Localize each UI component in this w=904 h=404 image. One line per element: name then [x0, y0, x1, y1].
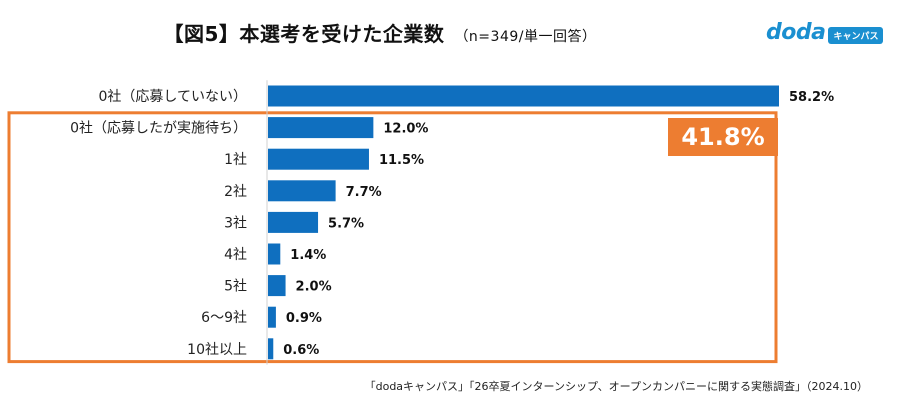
category-label-3: 2社 [224, 184, 247, 200]
bar-2 [268, 148, 369, 170]
value-label-7: 0.9% [286, 311, 322, 326]
value-label-3: 7.7% [346, 185, 382, 200]
bar-4 [268, 211, 319, 233]
bar-0 [268, 85, 779, 107]
category-label-1: 0社（応募したが実施待ち） [70, 121, 247, 137]
category-label-2: 1社 [224, 152, 247, 168]
chart-title-main: 【図5】本選考を受けた企業数 [163, 22, 445, 46]
value-label-0: 58.2% [789, 90, 834, 105]
bar-3 [268, 180, 336, 202]
chart-title-sub: （n=349/単一回答） [454, 29, 597, 45]
highlight-total-badge: 41.8% [668, 118, 778, 156]
value-label-6: 2.0% [296, 280, 332, 295]
category-label-0: 0社（応募していない） [99, 89, 248, 105]
highlight-frame [7, 111, 778, 364]
value-label-1: 12.0% [383, 122, 428, 137]
chart-title: 【図5】本選考を受けた企業数 （n=349/単一回答） [0, 18, 760, 47]
logo-word: doda [766, 19, 826, 45]
category-label-5: 4社 [224, 247, 247, 263]
bar-5 [268, 243, 281, 265]
value-label-4: 5.7% [328, 216, 364, 231]
bar-6 [268, 275, 286, 297]
category-label-7: 6〜9社 [201, 310, 247, 326]
category-label-4: 3社 [224, 215, 247, 231]
doda-campus-logo: doda キャンパス [766, 18, 884, 46]
bar-7 [268, 306, 276, 328]
bar-1 [268, 117, 374, 139]
category-label-6: 5社 [224, 279, 247, 295]
value-label-2: 11.5% [379, 153, 424, 168]
source-note: 「dodaキャンパス」「26卒夏インターンシップ、オープンカンパニーに関する実態… [364, 380, 868, 393]
value-label-5: 1.4% [290, 248, 326, 263]
bar-8 [268, 338, 274, 360]
logo-badge: キャンパス [828, 26, 884, 44]
category-label-8: 10社以上 [187, 342, 247, 358]
value-label-8: 0.6% [283, 343, 319, 358]
